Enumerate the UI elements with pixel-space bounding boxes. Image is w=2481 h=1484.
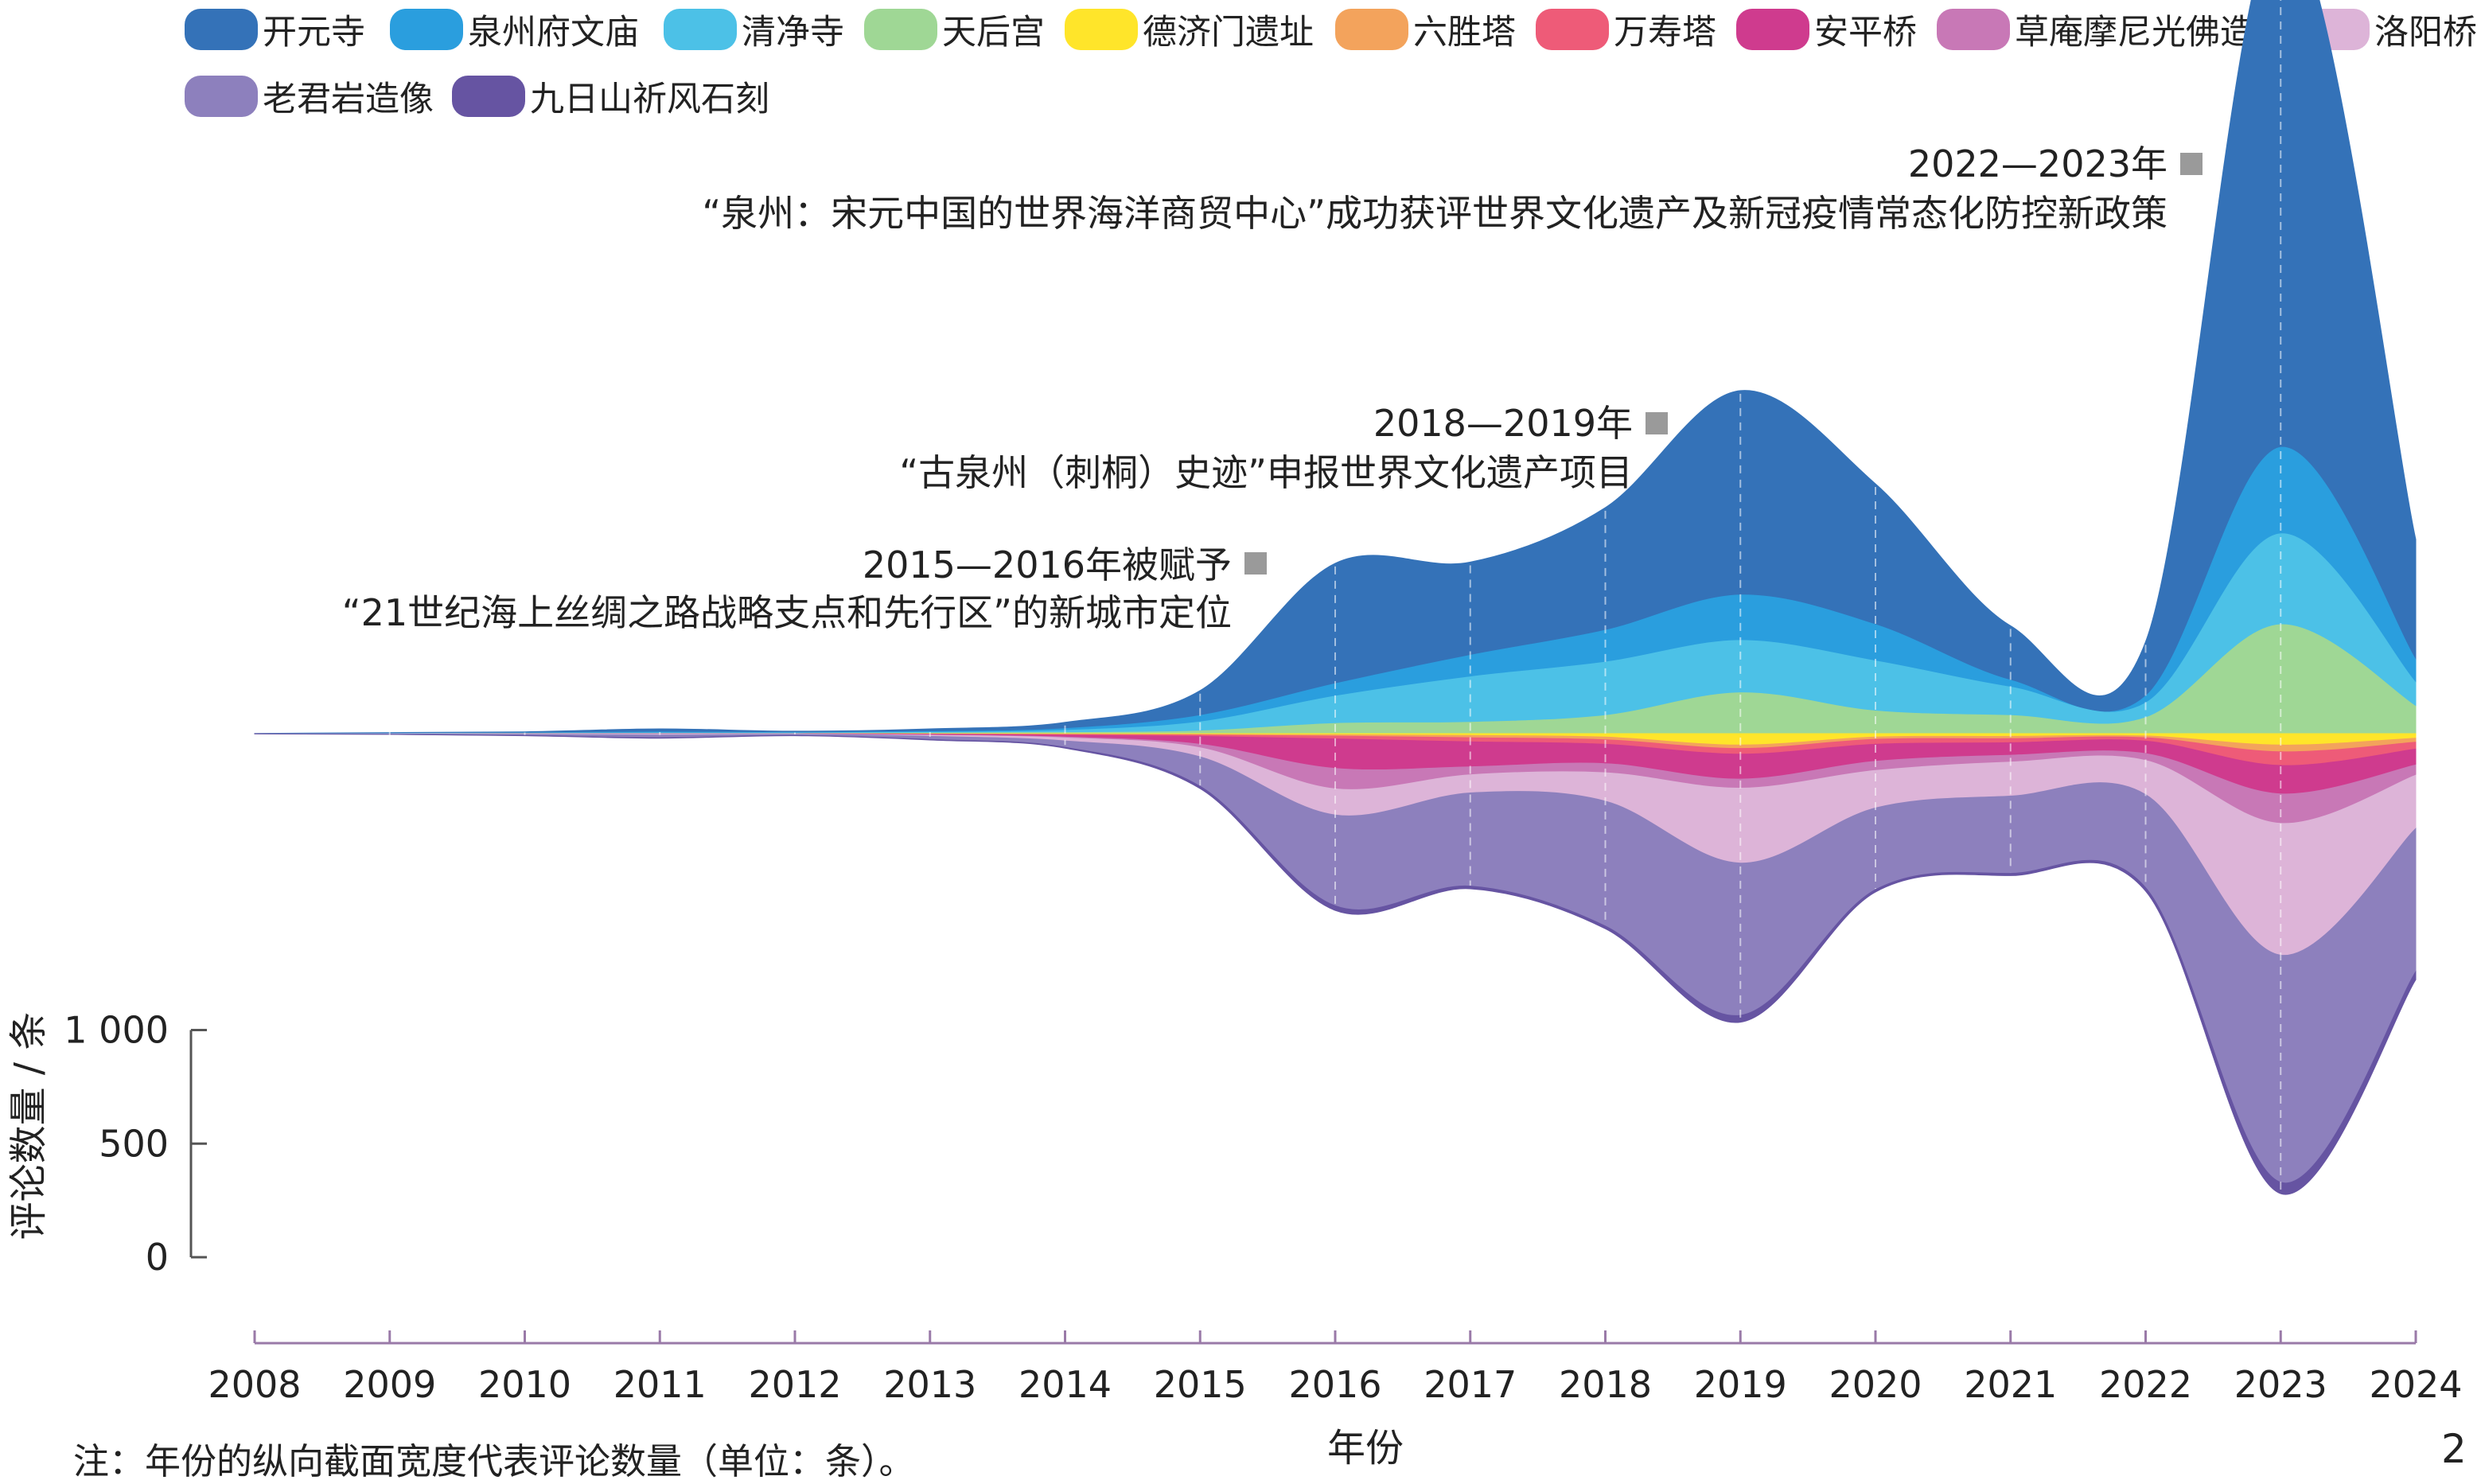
annotations: 2015—2016年被赋予 “21世纪海上丝绸之路战略支点和先行区”的新城市定位 2… bbox=[342, 142, 2203, 634]
chart-note: 注：年份的纵向截面宽度代表评论数量（单位：条）。 bbox=[73, 1440, 915, 1482]
x-tick-label: 2016 bbox=[1288, 1363, 1381, 1406]
x-tick-label: 2009 bbox=[343, 1363, 436, 1406]
x-tick-label: 2010 bbox=[478, 1363, 571, 1406]
legend-swatch bbox=[185, 9, 258, 50]
legend-item: 六胜塔 bbox=[1335, 2, 1516, 57]
x-tick-label: 2018 bbox=[1559, 1363, 1652, 1406]
annotation-year: 2018—2019年 bbox=[1373, 402, 1633, 445]
legend-label: 开元寺 bbox=[263, 13, 365, 53]
legend-item: 洛阳桥 bbox=[2296, 2, 2477, 57]
x-tick-label: 2022 bbox=[2099, 1363, 2192, 1406]
legend-label: 九日山祈风石刻 bbox=[530, 80, 769, 119]
y-tick-label: 0 bbox=[146, 1236, 169, 1279]
legend-label: 德济门遗址 bbox=[1143, 13, 1314, 53]
annotation-year: 2022—2023年 bbox=[1908, 142, 2167, 185]
annotation-text: “21世纪海上丝绸之路战略支点和先行区”的新城市定位 bbox=[342, 591, 1232, 634]
legend-label: 安平桥 bbox=[1814, 13, 1917, 53]
year-gridlines-overlay bbox=[388, 0, 2282, 1191]
x-tick-label: 2023 bbox=[2234, 1363, 2327, 1406]
x-tick-label: 2013 bbox=[883, 1363, 976, 1406]
y-axis-label: 评论数量 / 条 bbox=[6, 1012, 51, 1241]
x-tick-label: 2014 bbox=[1018, 1363, 1112, 1406]
x-tick-label: 2012 bbox=[748, 1363, 841, 1406]
page-number: 2 bbox=[2441, 1426, 2467, 1472]
legend-item: 万寿塔 bbox=[1536, 2, 1716, 57]
x-axis-label: 年份 bbox=[1327, 1426, 1404, 1470]
legend-swatch bbox=[1536, 9, 1609, 50]
legend-label: 万寿塔 bbox=[1614, 13, 1716, 53]
legend-swatch bbox=[390, 9, 463, 50]
annotation-marker bbox=[2180, 153, 2203, 175]
legend-item: 泉州府文庙 bbox=[390, 2, 639, 57]
y-axis-scale: 0 500 1 000 bbox=[64, 1009, 207, 1279]
legend-label: 泉州府文庙 bbox=[468, 13, 639, 53]
annotation-marker bbox=[1244, 552, 1267, 575]
legend-item: 天后宫 bbox=[864, 2, 1045, 57]
x-tick-label: 2024 bbox=[2369, 1363, 2462, 1406]
annotation-text: “古泉州（刺桐）史迹”申报世界文化遗产项目 bbox=[899, 451, 1633, 494]
legend-item: 开元寺 bbox=[185, 2, 365, 57]
legend-swatch bbox=[452, 76, 525, 117]
legend-label: 天后宫 bbox=[942, 13, 1045, 53]
annotation-year: 2015—2016年被赋予 bbox=[863, 543, 1232, 586]
y-tick-label: 1 000 bbox=[64, 1009, 169, 1052]
x-tick-label: 2017 bbox=[1424, 1363, 1517, 1406]
legend-item: 九日山祈风石刻 bbox=[452, 68, 769, 124]
legend-swatch bbox=[1937, 9, 2010, 50]
x-tick-label: 2021 bbox=[1964, 1363, 2057, 1406]
stream-layer bbox=[254, 733, 2417, 1195]
legend-item: 安平桥 bbox=[1736, 2, 1917, 57]
x-tick-label: 2008 bbox=[208, 1363, 301, 1406]
x-axis: 2008 2009 2010 2011 2012 2013 2014 2015 2016 2017… bbox=[208, 1330, 2463, 1406]
y-tick-label: 500 bbox=[99, 1122, 169, 1165]
x-tick-label: 2011 bbox=[613, 1363, 707, 1406]
legend-label: 清净寺 bbox=[742, 13, 844, 53]
x-tick-label: 2015 bbox=[1154, 1363, 1247, 1406]
legend-swatch bbox=[664, 9, 737, 50]
annotation-marker bbox=[1646, 412, 1668, 434]
legend-swatch bbox=[864, 9, 937, 50]
legend-label: 六胜塔 bbox=[1413, 13, 1516, 53]
legend-item: 清净寺 bbox=[664, 2, 844, 57]
legend-swatch bbox=[1065, 9, 1138, 50]
legend-swatch bbox=[1335, 9, 1408, 50]
x-tick-label: 2019 bbox=[1694, 1363, 1787, 1406]
legend-item: 德济门遗址 bbox=[1065, 2, 1314, 57]
annotation-text: “泉州：宋元中国的世界海洋商贸中心”成功获评世界文化遗产及新冠疫情常态化防控新政… bbox=[702, 192, 2167, 235]
legend-swatch bbox=[1736, 9, 1809, 50]
legend-swatch bbox=[185, 76, 258, 117]
legend-label: 老君岩造像 bbox=[263, 80, 434, 119]
x-tick-label: 2020 bbox=[1829, 1363, 1922, 1406]
legend-label: 洛阳桥 bbox=[2374, 13, 2477, 53]
legend-item: 老君岩造像 bbox=[185, 68, 434, 124]
